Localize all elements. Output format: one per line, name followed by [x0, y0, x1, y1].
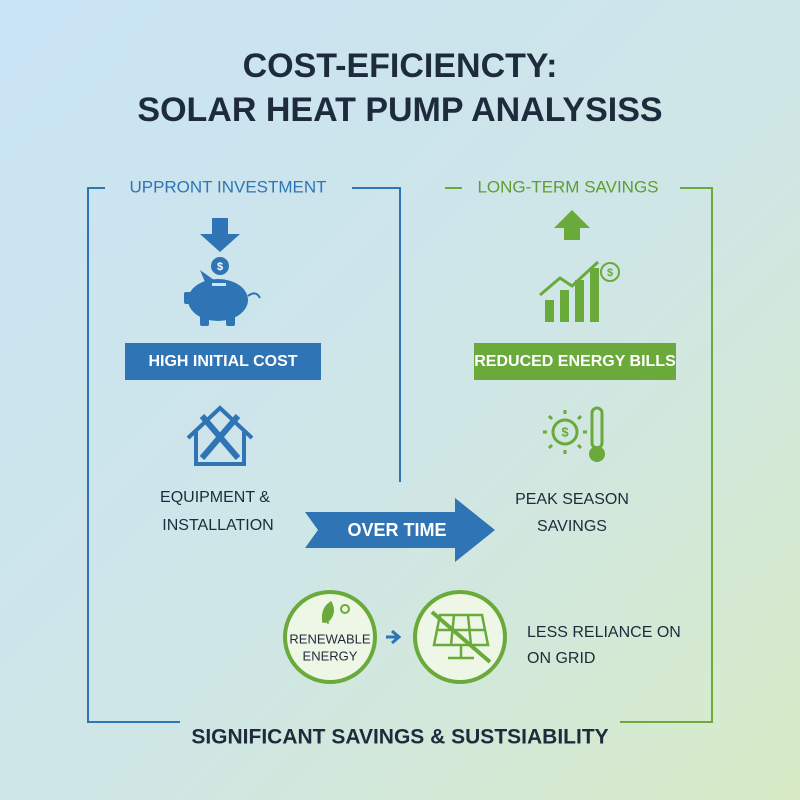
up-arrow — [554, 210, 590, 240]
no-grid-icon — [430, 610, 492, 664]
footer: SIGNIFICANT SAVINGS & SUSTSIABILITY — [191, 726, 608, 749]
arrow-label: OVER TIME — [347, 520, 446, 540]
time-arrow — [305, 498, 495, 562]
renewable-text: RENEWABLE — [289, 631, 370, 646]
svg-text:$: $ — [217, 261, 223, 273]
reliance-text: ON GRID — [527, 650, 595, 667]
title: SOLAR HEAT PUMP ANALYSISS — [137, 91, 662, 129]
label: HIGH INITIAL COST — [148, 353, 297, 370]
svg-text:$: $ — [561, 424, 569, 439]
label: REDUCED ENERGY BILLS — [474, 353, 676, 370]
bracket — [87, 187, 401, 723]
title: COST-EFICIENCTY: — [243, 47, 558, 85]
heading: UPPRONT INVESTMENT — [129, 177, 326, 196]
renewable-text: ENERGY — [303, 648, 358, 663]
caption: EQUIPMENT & — [160, 489, 270, 506]
leaf-icon — [321, 600, 334, 624]
season-icon: $ — [543, 406, 605, 462]
heading: LONG-TERM SAVINGS — [477, 177, 658, 196]
caption: SAVINGS — [537, 518, 607, 535]
piggy-bank-icon: $ — [184, 257, 261, 326]
label-box — [125, 343, 321, 380]
small-arrow — [386, 629, 402, 645]
caption: INSTALLATION — [162, 517, 273, 534]
label-box — [474, 343, 676, 380]
caption: PEAK SEASON — [515, 491, 629, 508]
svg-text:$: $ — [607, 267, 613, 279]
reliance-text: LESS RELIANCE ON — [527, 624, 681, 641]
renewable-circle — [283, 590, 377, 684]
bracket — [445, 187, 713, 723]
house-icon — [186, 405, 254, 466]
growth-icon: $ — [539, 260, 620, 322]
down-arrow — [200, 218, 240, 252]
sun-icon — [340, 604, 350, 614]
